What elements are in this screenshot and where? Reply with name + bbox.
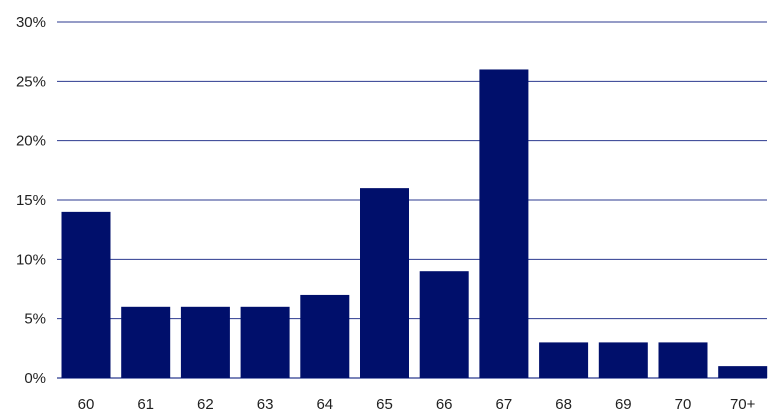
- bar-61: [121, 306, 171, 378]
- y-tick-label: 5%: [24, 311, 46, 328]
- bar-66: [419, 271, 469, 378]
- bar-63: [240, 306, 290, 378]
- x-tick-label: 65: [376, 396, 393, 411]
- y-tick-label: 20%: [16, 133, 46, 150]
- y-tick-label: 15%: [16, 192, 46, 209]
- bar-68: [539, 342, 589, 378]
- bar-62: [180, 306, 230, 378]
- bar-70+: [718, 366, 768, 378]
- bar-64: [300, 294, 350, 378]
- x-axis-tick-labels: 60 61 62 63 64 65 66 67 68 69 70 70+: [78, 396, 756, 411]
- y-tick-label: 10%: [16, 251, 46, 268]
- x-tick-label: 66: [436, 396, 453, 411]
- x-tick-label: 69: [615, 396, 632, 411]
- x-tick-label: 61: [137, 396, 154, 411]
- bar-69: [598, 342, 648, 378]
- bar-70: [658, 342, 708, 378]
- x-tick-label: 60: [78, 396, 95, 411]
- bar-60: [61, 211, 111, 378]
- bars: [61, 69, 768, 378]
- x-tick-label: 70: [675, 396, 692, 411]
- y-tick-label: 30%: [16, 14, 46, 31]
- grid-lines: [57, 21, 767, 379]
- y-tick-label: 25%: [16, 73, 46, 90]
- y-tick-label: 0%: [24, 370, 46, 387]
- x-tick-label: 63: [257, 396, 274, 411]
- y-axis-tick-labels: 0% 5% 10% 15% 20% 25% 30%: [16, 14, 46, 387]
- x-tick-label: 67: [496, 396, 513, 411]
- bar-67: [479, 69, 529, 378]
- x-tick-label: 64: [316, 396, 333, 411]
- x-tick-label: 62: [197, 396, 214, 411]
- x-tick-label: 70+: [730, 396, 756, 411]
- x-tick-label: 68: [555, 396, 572, 411]
- bar-65: [360, 188, 409, 378]
